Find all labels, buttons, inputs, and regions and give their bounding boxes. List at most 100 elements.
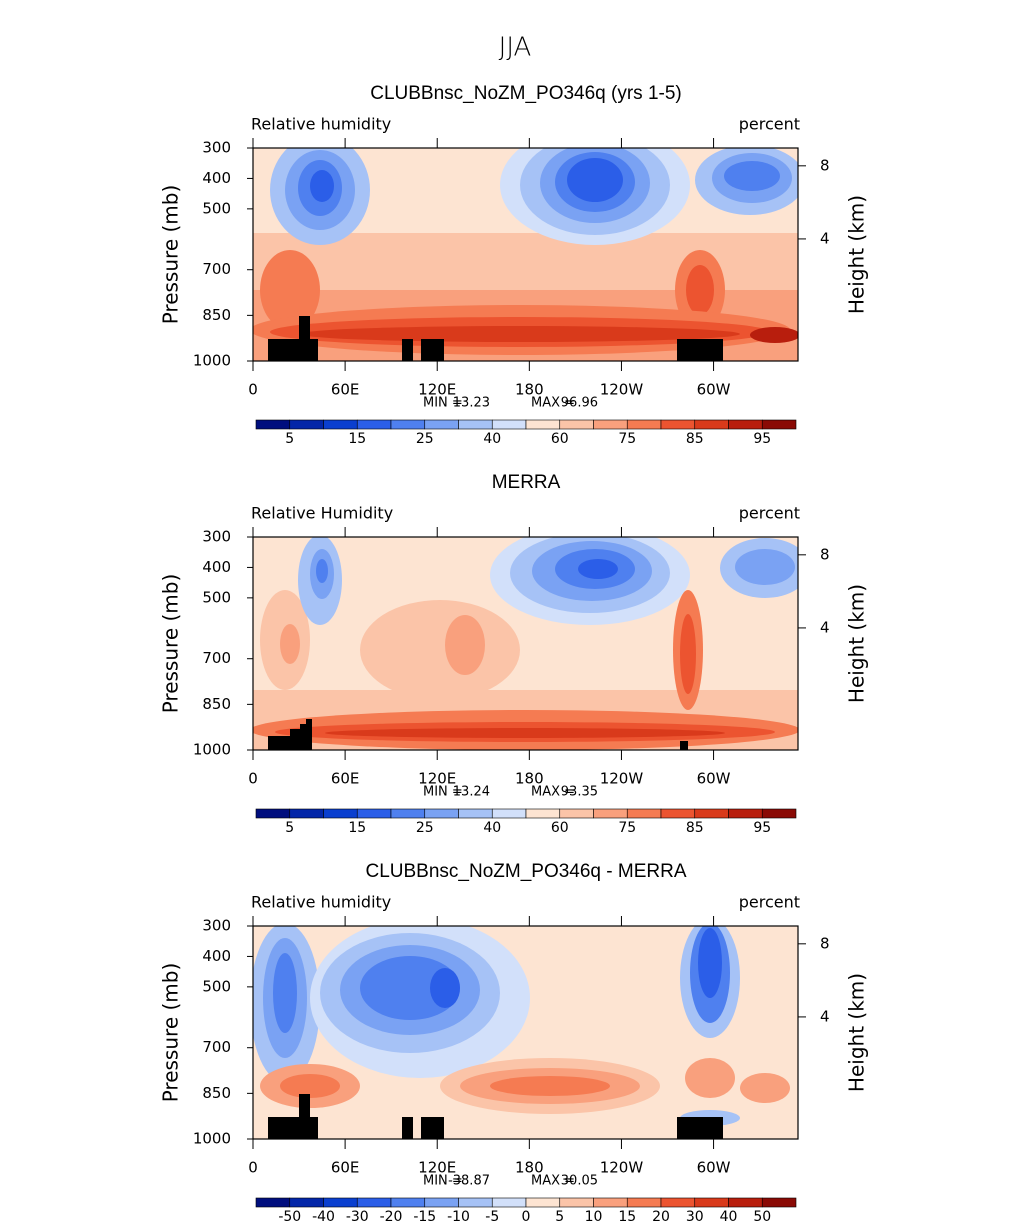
colorbar-label: 85 bbox=[686, 431, 704, 447]
min-value: 13.24 bbox=[453, 785, 490, 800]
colorbar-box bbox=[390, 808, 426, 819]
colorbar-label: 60 bbox=[551, 820, 569, 836]
colorbar-box bbox=[356, 808, 392, 819]
max-label: MAX = bbox=[531, 396, 575, 411]
x-tick-label: 60E bbox=[331, 770, 360, 788]
colorbar-label: 10 bbox=[585, 1209, 603, 1225]
y2-tick-label: 4 bbox=[820, 1007, 830, 1025]
panel-title: CLUBBnsc_NoZM_PO346q (yrs 1-5) bbox=[370, 83, 682, 104]
x-tick-label: 120W bbox=[600, 381, 644, 399]
y-tick-label: 850 bbox=[202, 306, 231, 324]
colorbar-box bbox=[390, 419, 426, 430]
y-tick-label: 500 bbox=[202, 588, 231, 606]
colorbar-box bbox=[525, 1197, 561, 1208]
colorbar-box bbox=[559, 808, 594, 819]
colorbar-label: -40 bbox=[312, 1209, 335, 1225]
colorbar-box bbox=[424, 1197, 459, 1208]
colorbar-box bbox=[559, 1197, 594, 1208]
colorbar-label: 25 bbox=[416, 431, 434, 447]
contour-field bbox=[253, 926, 798, 1139]
colorbar-box bbox=[525, 419, 561, 430]
y2-axis-title: Height (km) bbox=[845, 973, 869, 1092]
y-tick-label: 300 bbox=[202, 917, 231, 935]
colorbar-label: 15 bbox=[348, 820, 366, 836]
colorbar-label: 40 bbox=[483, 820, 501, 836]
colorbar-label: 40 bbox=[720, 1209, 738, 1225]
x-tick-label: 180 bbox=[515, 381, 544, 399]
colorbar-label: 15 bbox=[618, 1209, 636, 1225]
colorbar-box bbox=[491, 1197, 527, 1208]
y-tick-label: 700 bbox=[202, 649, 231, 667]
left-label: Relative Humidity bbox=[251, 504, 393, 523]
colorbar-box bbox=[424, 419, 459, 430]
colorbar-label: 60 bbox=[551, 431, 569, 447]
y-tick-label: 700 bbox=[202, 1038, 231, 1056]
contour-field bbox=[253, 537, 798, 750]
colorbar-box bbox=[289, 808, 324, 819]
x-tick-label: 120W bbox=[600, 1159, 644, 1177]
x-tick-label: 0 bbox=[248, 770, 258, 788]
y-tick-label: 400 bbox=[202, 558, 231, 576]
y-axis-title: Pressure (mb) bbox=[159, 185, 183, 325]
colorbar-label: 0 bbox=[522, 1209, 531, 1225]
colorbar-label: 40 bbox=[483, 431, 501, 447]
y2-tick-label: 8 bbox=[820, 545, 830, 563]
colorbar-box bbox=[626, 808, 662, 819]
figure-title: JJA bbox=[499, 33, 532, 63]
x-tick-label: 180 bbox=[515, 1159, 544, 1177]
colorbar-label: -30 bbox=[346, 1209, 369, 1225]
y2-tick-label: 8 bbox=[820, 156, 830, 174]
max-value: 93.35 bbox=[561, 785, 598, 800]
colorbar-box bbox=[491, 419, 527, 430]
colorbar-box bbox=[728, 1197, 763, 1208]
colorbar-box bbox=[491, 808, 527, 819]
max-label: MAX = bbox=[531, 785, 575, 800]
y-tick-label: 500 bbox=[202, 199, 231, 217]
colorbar-box bbox=[255, 808, 291, 819]
colorbar-label: 5 bbox=[285, 820, 294, 836]
x-tick-label: 60E bbox=[331, 1159, 360, 1177]
y-tick-label: 1000 bbox=[193, 1130, 231, 1148]
x-tick-label: 60W bbox=[697, 770, 731, 788]
colorbar-label: 50 bbox=[753, 1209, 771, 1225]
colorbar-box bbox=[593, 808, 628, 819]
y-tick-label: 400 bbox=[202, 947, 231, 965]
right-label: percent bbox=[739, 115, 800, 134]
x-tick-label: 0 bbox=[248, 1159, 258, 1177]
left-label: Relative humidity bbox=[251, 893, 391, 912]
colorbar-label: 25 bbox=[416, 820, 434, 836]
y-tick-label: 850 bbox=[202, 695, 231, 713]
y-axis-title: Pressure (mb) bbox=[159, 574, 183, 714]
x-tick-label: 60W bbox=[697, 381, 731, 399]
x-tick-label: 120E bbox=[418, 1159, 456, 1177]
colorbar-label: 95 bbox=[753, 820, 771, 836]
colorbar-box bbox=[694, 1197, 729, 1208]
colorbar-box bbox=[728, 419, 763, 430]
colorbar-label: -50 bbox=[278, 1209, 301, 1225]
colorbar-box bbox=[255, 419, 291, 430]
y-axis-title: Pressure (mb) bbox=[159, 963, 183, 1103]
colorbar-box bbox=[660, 1197, 696, 1208]
colorbar-label: -15 bbox=[413, 1209, 436, 1225]
right-label: percent bbox=[739, 893, 800, 912]
y2-tick-label: 8 bbox=[820, 934, 830, 952]
x-tick-label: 120E bbox=[418, 381, 456, 399]
x-tick-label: 120W bbox=[600, 770, 644, 788]
colorbar-label: 5 bbox=[555, 1209, 564, 1225]
colorbar-label: -5 bbox=[485, 1209, 499, 1225]
max-label: MAX = bbox=[531, 1174, 575, 1189]
min-label: MIN = bbox=[423, 396, 463, 411]
right-label: percent bbox=[739, 504, 800, 523]
colorbar-label: 85 bbox=[686, 820, 704, 836]
colorbar-label: 75 bbox=[618, 820, 636, 836]
y2-axis-title: Height (km) bbox=[845, 584, 869, 703]
min-label: MIN = bbox=[423, 1174, 463, 1189]
colorbar-box bbox=[660, 808, 696, 819]
colorbar-label: -10 bbox=[447, 1209, 470, 1225]
colorbar-box bbox=[458, 808, 493, 819]
colorbar-label: 30 bbox=[686, 1209, 704, 1225]
x-tick-label: 60W bbox=[697, 1159, 731, 1177]
x-tick-label: 0 bbox=[248, 381, 258, 399]
y2-axis-title: Height (km) bbox=[845, 195, 869, 314]
colorbar-box bbox=[323, 419, 358, 430]
